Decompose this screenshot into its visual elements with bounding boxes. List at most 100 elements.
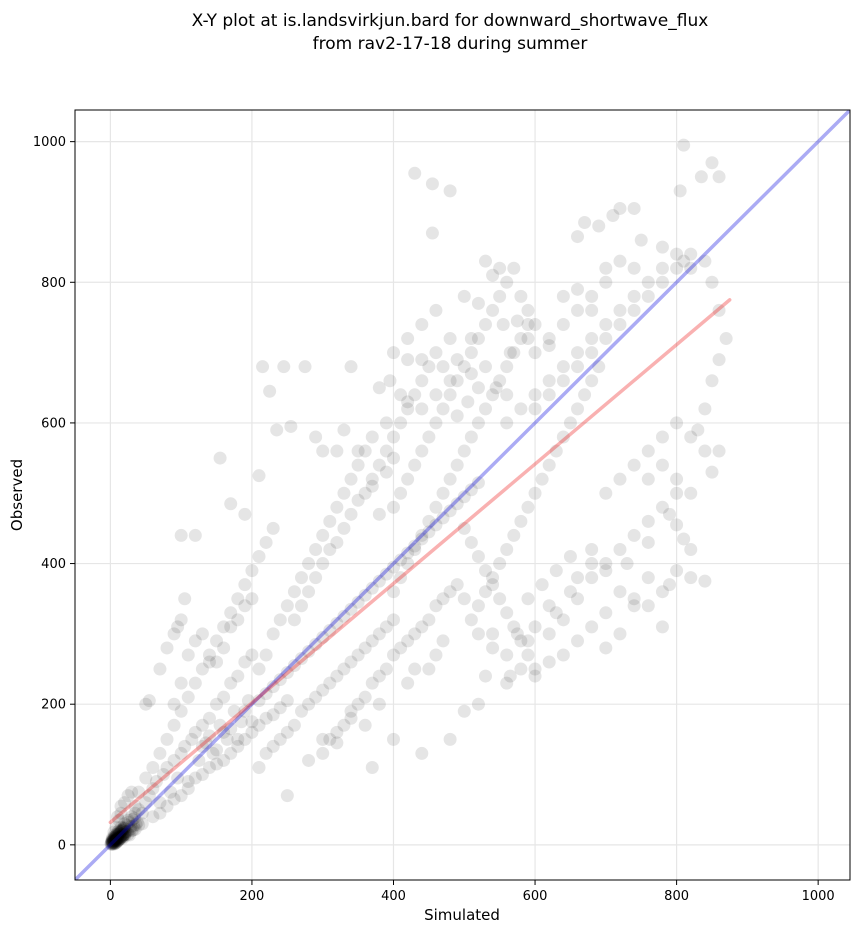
data-point xyxy=(365,479,379,493)
data-point xyxy=(443,732,457,746)
data-point xyxy=(670,261,684,275)
data-point xyxy=(429,346,443,360)
data-point xyxy=(277,360,291,374)
data-point xyxy=(122,815,136,829)
data-point xyxy=(113,826,127,840)
data-point xyxy=(655,620,669,634)
data-point xyxy=(110,832,124,846)
data-point xyxy=(224,722,238,736)
data-point xyxy=(245,564,259,578)
data-point xyxy=(160,799,174,813)
data-point xyxy=(116,829,130,843)
data-point xyxy=(110,829,124,843)
data-point xyxy=(210,697,224,711)
data-point xyxy=(202,711,216,725)
data-point xyxy=(127,819,141,833)
data-point xyxy=(379,444,393,458)
data-point xyxy=(479,669,493,683)
data-point xyxy=(684,247,698,261)
data-point xyxy=(372,458,386,472)
data-point xyxy=(121,813,135,827)
data-point xyxy=(443,585,457,599)
data-point xyxy=(302,753,316,767)
data-point xyxy=(514,662,528,676)
data-point xyxy=(571,346,585,360)
data-point xyxy=(585,303,599,317)
data-point xyxy=(386,451,400,465)
data-point xyxy=(507,261,521,275)
data-point xyxy=(677,254,691,268)
data-point xyxy=(613,627,627,641)
data-point xyxy=(107,836,121,850)
data-point xyxy=(401,557,415,571)
data-point xyxy=(457,490,471,504)
data-point xyxy=(599,332,613,346)
data-point xyxy=(174,613,188,627)
x-tick-label-5: 1000 xyxy=(802,889,835,904)
data-point xyxy=(655,430,669,444)
data-point xyxy=(113,824,127,838)
data-point xyxy=(528,317,542,331)
data-point xyxy=(379,465,393,479)
data-point xyxy=(528,346,542,360)
data-point xyxy=(316,630,330,644)
data-point xyxy=(641,444,655,458)
data-point xyxy=(192,753,206,767)
data-point xyxy=(105,835,119,849)
data-point xyxy=(613,472,627,486)
data-point xyxy=(613,201,627,215)
data-point xyxy=(641,535,655,549)
data-point xyxy=(330,444,344,458)
data-point xyxy=(195,662,209,676)
data-point xyxy=(139,796,153,810)
data-point xyxy=(627,261,641,275)
data-point xyxy=(217,641,231,655)
data-point xyxy=(115,824,129,838)
data-point xyxy=(514,289,528,303)
data-point xyxy=(121,827,135,841)
data-point xyxy=(118,829,132,843)
data-point xyxy=(135,817,149,831)
data-point xyxy=(117,826,131,840)
data-point xyxy=(287,613,301,627)
data-point xyxy=(425,226,439,240)
data-point xyxy=(386,613,400,627)
data-point xyxy=(394,486,408,500)
data-point xyxy=(113,827,127,841)
data-point xyxy=(129,817,143,831)
data-point xyxy=(302,557,316,571)
data-point xyxy=(252,694,266,708)
data-point xyxy=(125,824,139,838)
data-point xyxy=(627,599,641,613)
data-point xyxy=(252,550,266,564)
data-point xyxy=(613,585,627,599)
data-point xyxy=(641,599,655,613)
data-point xyxy=(415,374,429,388)
data-point xyxy=(422,430,436,444)
data-point xyxy=(115,823,129,837)
data-point xyxy=(471,296,485,310)
data-point xyxy=(252,760,266,774)
data-point xyxy=(130,815,144,829)
data-point xyxy=(108,830,122,844)
data-point xyxy=(316,444,330,458)
data-point xyxy=(231,732,245,746)
data-point xyxy=(479,585,493,599)
data-point xyxy=(202,648,216,662)
data-point xyxy=(542,388,556,402)
data-point xyxy=(110,834,124,848)
data-point xyxy=(486,571,500,585)
data-point xyxy=(578,388,592,402)
data-point xyxy=(270,423,284,437)
data-point xyxy=(273,673,287,687)
data-point xyxy=(471,381,485,395)
data-point xyxy=(486,388,500,402)
data-point xyxy=(394,416,408,430)
data-point xyxy=(408,388,422,402)
data-point xyxy=(379,416,393,430)
data-point xyxy=(599,606,613,620)
data-point xyxy=(599,557,613,571)
data-point xyxy=(479,564,493,578)
data-point xyxy=(401,353,415,367)
data-point xyxy=(694,170,708,184)
